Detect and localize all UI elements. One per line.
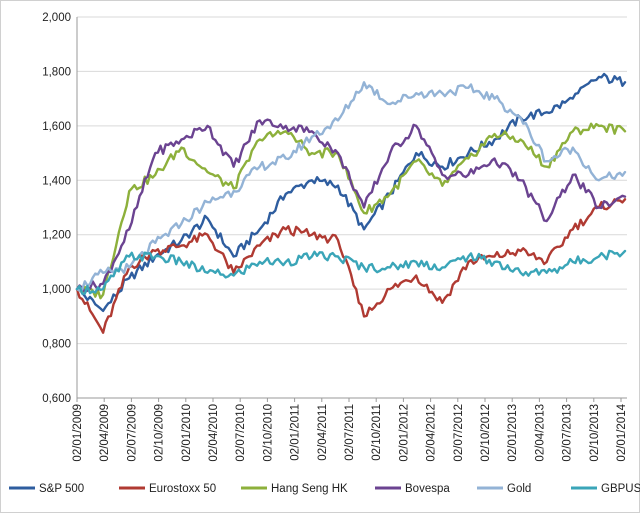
series-line-s-p-500 — [75, 72, 627, 313]
legend-label: S&P 500 — [39, 483, 84, 495]
y-tick-label: 1,000 — [42, 284, 71, 296]
x-tick-label: 02/10/2013 — [589, 404, 601, 462]
legend-label: GBPUSD — [601, 483, 640, 495]
x-tick-label: 02/01/2012 — [398, 404, 410, 462]
legend-label: Hang Seng HK — [271, 483, 348, 495]
legend-label: Gold — [507, 483, 531, 495]
series-layer — [75, 72, 627, 334]
axis-layer: 0,600 0,800 1,000 1,200 1,400 1,600 1,800 2,000… — [42, 12, 628, 462]
x-tick-label: 02/10/2012 — [480, 404, 492, 462]
y-tick-label: 2,000 — [42, 12, 71, 24]
x-tick-label: 02/04/2010 — [208, 404, 220, 462]
x-tick-label: 02/07/2009 — [126, 404, 138, 462]
y-tick-label: 0,800 — [42, 339, 71, 351]
series-line-bovespa — [75, 118, 627, 294]
x-tick-label: 02/10/2010 — [262, 404, 274, 462]
series-line-gbpusd — [75, 249, 627, 295]
x-tick-label: 02/01/2014 — [616, 403, 628, 461]
x-tick-label: 02/07/2012 — [453, 404, 465, 462]
legend-label: Eurostoxx 50 — [149, 483, 216, 495]
x-tick-label: 02/07/2011 — [344, 404, 356, 461]
x-tick-label: 02/01/2010 — [181, 404, 193, 462]
y-tick-label: 1,800 — [42, 66, 71, 78]
x-tick-label: 02/04/2009 — [99, 404, 111, 462]
x-tick-label: 02/04/2011 — [317, 404, 329, 461]
y-tick-label: 1,400 — [42, 175, 71, 187]
y-tick-label: 1,600 — [42, 121, 71, 133]
x-tick-label: 02/04/2013 — [534, 404, 546, 462]
legend-label: Bovespa — [405, 483, 450, 495]
x-tick-label: 02/10/2009 — [154, 404, 166, 462]
x-tick-label: 02/01/2011 — [290, 404, 302, 461]
y-tick-label: 0,600 — [42, 393, 71, 405]
x-tick-label: 02/07/2013 — [562, 404, 574, 462]
y-tick-label: 1,200 — [42, 230, 71, 242]
series-line-gold — [75, 81, 627, 292]
series-line-eurostoxx-50 — [75, 198, 627, 334]
legend: S&P 500 Eurostoxx 50 Hang Seng HK Bovespa Go… — [9, 483, 640, 495]
x-tick-label: 02/07/2010 — [235, 404, 247, 462]
x-tick-label: 02/04/2012 — [426, 404, 438, 462]
x-tick-label: 02/01/2009 — [72, 404, 84, 462]
x-tick-label: 02/01/2013 — [507, 404, 519, 462]
x-tick-label: 02/10/2011 — [371, 404, 383, 461]
